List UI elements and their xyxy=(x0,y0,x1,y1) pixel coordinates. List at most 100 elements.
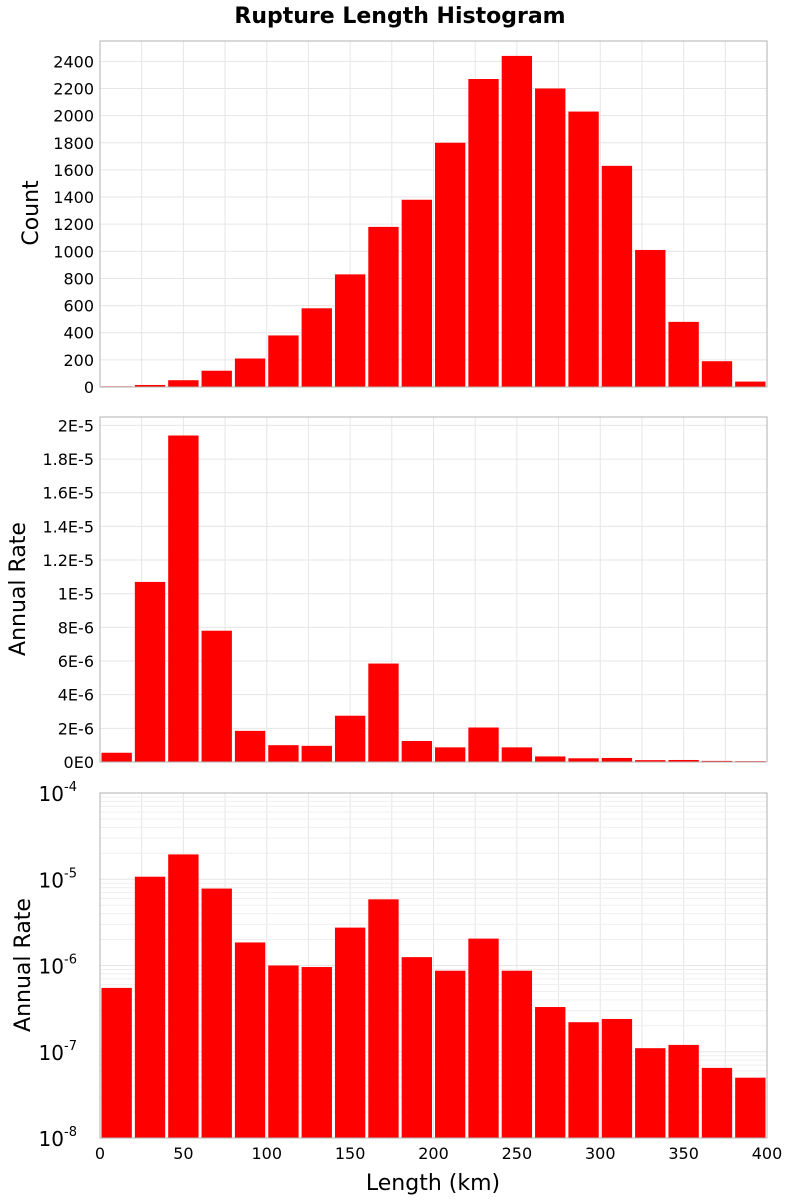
ytick-label: 10 xyxy=(39,1127,64,1151)
xtick-label: 350 xyxy=(668,1144,699,1163)
ytick-exponent: -4 xyxy=(64,780,77,795)
panel-rate-bar xyxy=(168,435,199,762)
ytick-label: 0 xyxy=(84,378,94,397)
panel-lograte-bar xyxy=(568,1022,599,1138)
panel-count-bar xyxy=(368,226,399,387)
ytick-label: 1600 xyxy=(53,161,94,180)
panel-lograte-bar xyxy=(435,970,466,1138)
ytick-label: 10 xyxy=(39,782,64,806)
panel-lograte-bar xyxy=(368,899,399,1138)
panel-count-frame xyxy=(99,40,768,388)
xtick-label: 100 xyxy=(251,1144,282,1163)
panel-rate-bar xyxy=(134,581,166,762)
panel-count-bar xyxy=(601,165,633,387)
panel-lograte-bar xyxy=(401,957,432,1138)
panel-rate-bar xyxy=(301,745,332,762)
rate-axis-label: Annual Rate xyxy=(6,522,31,656)
length-axis-label: Length (km) xyxy=(366,1171,500,1196)
panel-lograte-bar xyxy=(134,876,166,1138)
panel-count-bar xyxy=(668,321,699,387)
ytick-label: 1.8E-5 xyxy=(42,450,94,469)
xtick-label: 250 xyxy=(502,1144,533,1163)
panel-lograte-bar xyxy=(635,1048,666,1138)
ytick-label: 10 xyxy=(39,955,64,979)
ytick-exponent: -6 xyxy=(64,953,77,968)
panel-count-bar xyxy=(535,88,566,387)
ytick-exponent: -7 xyxy=(64,1039,77,1054)
ytick-label: 1.6E-5 xyxy=(42,484,94,503)
panel-rate-bar xyxy=(334,715,366,762)
panel-lograte-bar xyxy=(101,987,132,1138)
panel-count-bar xyxy=(268,335,299,387)
log-rate-axis-label: Annual Rate xyxy=(11,898,36,1032)
panel-rate-bar xyxy=(668,759,699,762)
panel-rate-frame xyxy=(99,416,768,763)
ytick-label: 10 xyxy=(39,868,64,892)
ytick-label: 1E-5 xyxy=(58,585,94,604)
ytick-label: 4E-6 xyxy=(58,686,94,705)
xtick-label: 50 xyxy=(173,1144,193,1163)
xtick-label: 400 xyxy=(752,1144,783,1163)
panel-count-bar xyxy=(468,78,499,387)
panel-count-bar xyxy=(568,111,599,388)
ytick-label: 2000 xyxy=(53,107,94,126)
panel-lograte-bar xyxy=(468,938,499,1138)
panel-count-bar xyxy=(401,199,432,387)
ytick-label: 8E-6 xyxy=(58,618,94,637)
ytick-label: 200 xyxy=(63,351,94,370)
panel-count-bar xyxy=(234,358,266,387)
panel-rate-bar xyxy=(268,745,299,762)
panel-count-bar xyxy=(201,370,232,387)
ytick-label: 2200 xyxy=(53,79,94,98)
panel-rate-bar xyxy=(234,730,266,762)
count-axis-label: Count xyxy=(19,180,44,246)
chart-title: Rupture Length Histogram xyxy=(234,4,565,29)
panel-lograte-bar xyxy=(601,1018,633,1138)
panel-count-bar xyxy=(168,380,199,387)
ytick-label: 1.2E-5 xyxy=(42,551,94,570)
panel-rate-bar xyxy=(635,760,666,762)
panel-lograte-frame xyxy=(99,792,768,1139)
ytick-label: 1.4E-5 xyxy=(42,517,94,536)
xtick-label: 0 xyxy=(95,1144,105,1163)
xtick-label: 150 xyxy=(335,1144,366,1163)
ytick-label: 1000 xyxy=(53,242,94,261)
ytick-label: 800 xyxy=(63,269,94,288)
ytick-label: 400 xyxy=(63,324,94,343)
panel-lograte-bar xyxy=(201,888,232,1138)
panel-rate-bar xyxy=(701,760,733,762)
panel-count-bar xyxy=(301,308,332,387)
panel-lograte-bar xyxy=(535,1007,566,1138)
ytick-label: 6E-6 xyxy=(58,652,94,671)
panel-rate-bar xyxy=(435,747,466,762)
ytick-label: 2E-6 xyxy=(58,719,94,738)
panel-count-bar xyxy=(435,142,466,387)
panel-rate-bar xyxy=(101,752,132,762)
ytick-label: 0E0 xyxy=(64,753,94,772)
panel-rate-bar xyxy=(568,758,599,762)
ytick-label: 2400 xyxy=(53,52,94,71)
panel-lograte-bar xyxy=(268,965,299,1138)
panel-lograte-bar xyxy=(668,1044,699,1138)
ytick-label: 1200 xyxy=(53,215,94,234)
panel-lograte-bar xyxy=(168,854,199,1138)
panel-count-bar xyxy=(735,381,766,387)
panel-lograte-bar xyxy=(501,970,533,1138)
panel-rate-bar xyxy=(601,757,633,762)
panel-count-bar xyxy=(501,55,533,388)
panel-lograte-bar xyxy=(301,967,332,1138)
panel-lograte-bar xyxy=(234,942,266,1138)
ytick-label: 10 xyxy=(39,1041,64,1065)
panel-count-bar xyxy=(334,274,366,387)
xtick-label: 200 xyxy=(418,1144,449,1163)
panel-rate-bar xyxy=(535,756,566,762)
ytick-exponent: -5 xyxy=(64,866,77,881)
ytick-label: 1400 xyxy=(53,188,94,207)
xtick-label: 300 xyxy=(585,1144,616,1163)
ytick-label: 2E-5 xyxy=(58,416,94,435)
panel-count-bar xyxy=(701,361,733,387)
ytick-exponent: -8 xyxy=(64,1125,77,1140)
panel-rate-bar xyxy=(368,663,399,762)
